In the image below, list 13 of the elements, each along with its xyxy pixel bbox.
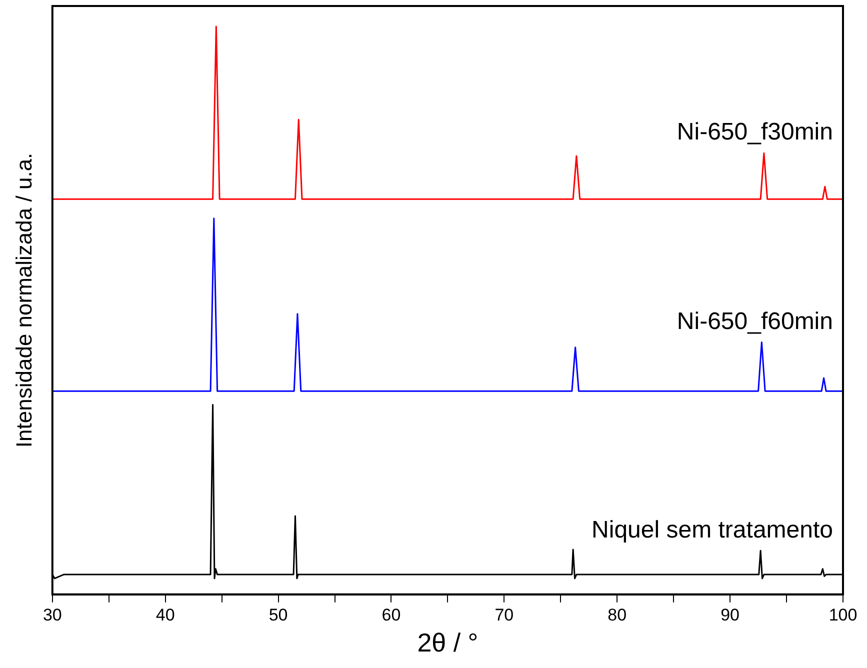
x-tick-label: 90 (720, 605, 740, 624)
x-tick-label: 70 (494, 605, 514, 624)
series-label: Niquel sem tratamento (592, 516, 833, 544)
y-axis-title: Intensidade normalizada / u.a. (11, 152, 36, 448)
x-tick-label: 40 (156, 605, 175, 624)
x-tick-label: 50 (268, 605, 288, 624)
x-axis-title: 2θ / ° (417, 628, 478, 658)
x-tick-label: 100 (828, 605, 858, 624)
x-tick-label: 80 (608, 605, 627, 624)
series-label: Ni-650_f30min (676, 118, 833, 146)
x-tick-label: 60 (382, 605, 401, 624)
series-label: Ni-650_f60min (676, 308, 833, 335)
x-tick-label: 30 (42, 605, 62, 624)
